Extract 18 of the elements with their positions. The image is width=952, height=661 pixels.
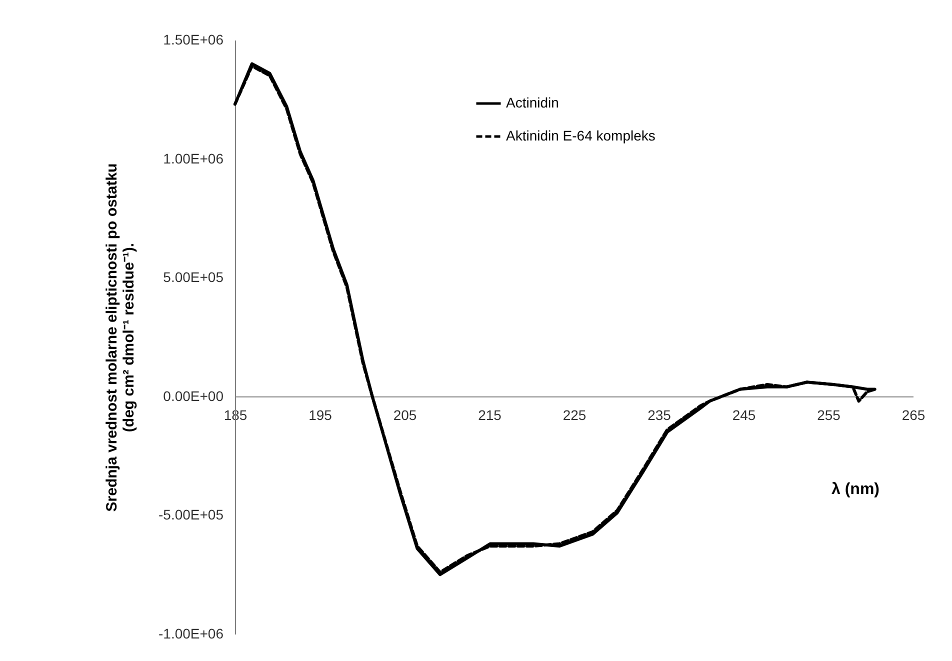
y-tick-label: 1.50E+06 xyxy=(163,32,224,48)
x-tick-label: 215 xyxy=(478,406,502,423)
y-tick-label: -1.00E+06 xyxy=(158,626,224,642)
x-tick-label: 265 xyxy=(902,406,926,423)
y-tick-label: 0.00E+00 xyxy=(163,388,224,404)
y-tick-label: -5.00E+05 xyxy=(158,506,224,523)
x-tick-label: 255 xyxy=(817,406,841,423)
legend-label: Aktinidin E-64 kompleks xyxy=(506,128,656,144)
x-tick-label: 225 xyxy=(562,406,586,423)
x-tick-label: 245 xyxy=(732,406,756,423)
x-axis-title: λ (nm) xyxy=(832,480,880,498)
legend-label: Actinidin xyxy=(506,94,559,110)
y-tick-label: 5.00E+05 xyxy=(163,269,224,286)
x-tick-label: 195 xyxy=(308,406,332,423)
x-tick-label: 205 xyxy=(393,406,417,423)
y-tick-label: 1.00E+06 xyxy=(163,150,224,166)
y-axis-title: Srednja vrednost molarne elipticnosti po ostatku (deg cm² dmol⁻¹ residue⁻¹). xyxy=(104,163,138,512)
x-tick-label: 235 xyxy=(648,406,672,423)
